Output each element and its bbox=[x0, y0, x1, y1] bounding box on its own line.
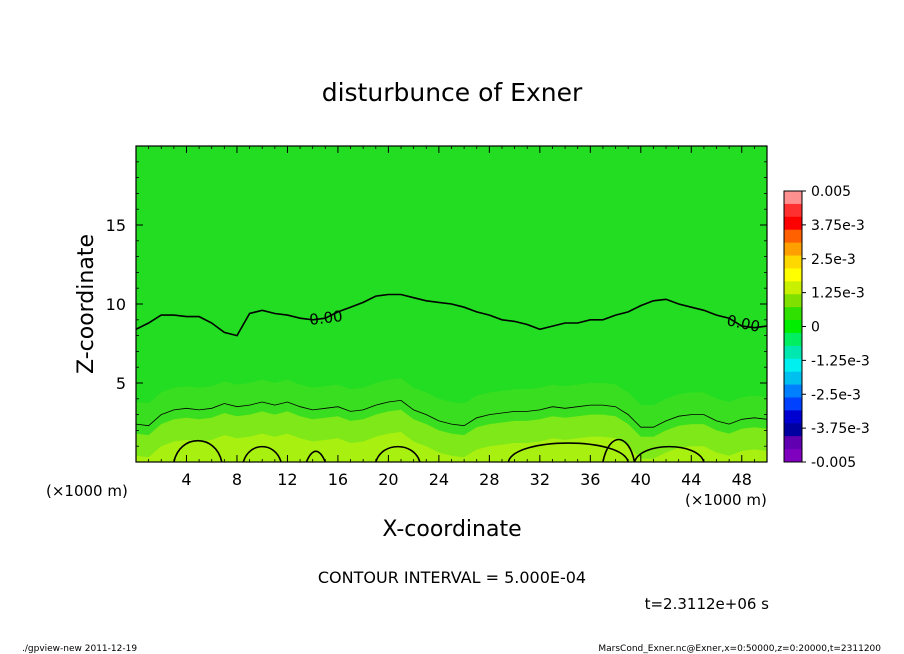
colorbar-label: 0 bbox=[811, 320, 820, 336]
x-tick-label: 16 bbox=[328, 470, 348, 489]
contour-label-1: 0.00 bbox=[308, 307, 343, 329]
y-tick-label: 15 bbox=[106, 216, 126, 235]
y-tick-label: 10 bbox=[106, 295, 126, 314]
colorbar-label: -2.5e-3 bbox=[811, 387, 861, 403]
y-tick-label: 5 bbox=[116, 374, 126, 393]
colorbar-swatch bbox=[784, 358, 802, 373]
x-tick-label: 40 bbox=[631, 470, 651, 489]
x-tick-label: 20 bbox=[378, 470, 398, 489]
colorbar-label: 3.75e-3 bbox=[811, 218, 865, 234]
chart-title: disturbunce of Exner bbox=[322, 78, 583, 107]
x-tick-label: 48 bbox=[732, 470, 752, 489]
bottom-contour-line bbox=[173, 438, 705, 462]
time-label: t=2.3112e+06 s bbox=[645, 595, 770, 613]
colorbar-swatch bbox=[784, 281, 802, 295]
x-unit-left: (×1000 m) bbox=[46, 482, 128, 500]
colorbar-swatch bbox=[784, 410, 802, 424]
colorbar-swatch bbox=[784, 191, 802, 205]
colorbar-label: 2.5e-3 bbox=[811, 252, 856, 268]
colorbar-swatch bbox=[784, 242, 802, 257]
footer-left: ./gpview-new 2011-12-19 bbox=[22, 644, 137, 654]
colorbar-label: -3.75e-3 bbox=[811, 421, 870, 437]
colorbar: 0.005 3.75e-3 2.5e-3 1.25e-3 0 -1.25e-3 -2.5e-… bbox=[783, 184, 870, 471]
colorbar-swatch bbox=[784, 397, 802, 411]
colorbar-label: 0.005 bbox=[811, 184, 851, 200]
colorbar-label: 1.25e-3 bbox=[811, 286, 865, 302]
colorbar-label: -1.25e-3 bbox=[811, 353, 870, 369]
y-axis-label: Z-coordinate bbox=[74, 234, 99, 374]
contour-interval: CONTOUR INTERVAL = 5.000E-04 bbox=[318, 568, 586, 587]
x-tick-label: 32 bbox=[530, 470, 550, 489]
colorbar-swatch bbox=[784, 371, 802, 386]
colorbar-swatch bbox=[784, 268, 802, 282]
field-band-base bbox=[136, 432, 767, 462]
x-tick-label: 24 bbox=[429, 470, 449, 489]
colorbar-swatch bbox=[784, 307, 802, 321]
zero-contour-line bbox=[136, 293, 767, 337]
colorbar-swatch bbox=[784, 449, 802, 463]
colorbar-swatch bbox=[784, 436, 802, 450]
plot-area bbox=[136, 146, 767, 462]
y-axis: 5 10 15 bbox=[106, 161, 767, 447]
x-unit-right: (×1000 m) bbox=[685, 491, 767, 509]
colorbar-swatch bbox=[784, 216, 802, 231]
footer-right: MarsCond_Exner.nc@Exner,x=0:50000,z=0:20… bbox=[598, 644, 881, 654]
colorbar-swatch bbox=[784, 203, 802, 218]
colorbar-swatch bbox=[784, 229, 802, 244]
thin-contour-line bbox=[136, 399, 767, 428]
colorbar-swatch bbox=[784, 332, 802, 347]
x-tick-label: 44 bbox=[681, 470, 701, 489]
x-tick-label: 36 bbox=[580, 470, 600, 489]
x-tick-label: 8 bbox=[232, 470, 242, 489]
colorbar-swatch bbox=[784, 320, 802, 334]
x-tick-label: 4 bbox=[181, 470, 191, 489]
colorbar-swatch bbox=[784, 423, 802, 437]
x-axis: 4 8 12 16 20 24 28 32 36 40 44 48 bbox=[148, 146, 755, 489]
x-tick-label: 12 bbox=[277, 470, 297, 489]
colorbar-label: -0.005 bbox=[811, 455, 856, 471]
x-axis-label: X-coordinate bbox=[382, 517, 521, 542]
x-tick-label: 28 bbox=[479, 470, 499, 489]
colorbar-swatch bbox=[784, 345, 802, 360]
colorbar-swatch bbox=[784, 294, 802, 308]
colorbar-swatch bbox=[784, 384, 802, 398]
colorbar-swatch bbox=[784, 255, 802, 269]
